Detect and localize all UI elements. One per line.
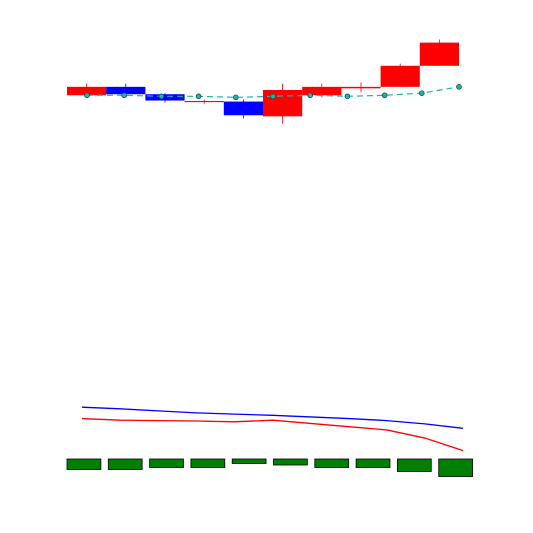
candle-body <box>302 86 342 96</box>
green-bar <box>231 458 267 464</box>
moving-average-point <box>344 93 351 100</box>
green-bar <box>107 458 143 470</box>
candle-body <box>419 42 459 66</box>
moving-average-point <box>195 93 202 100</box>
moving-average-point <box>84 92 90 99</box>
green-bar <box>273 458 308 466</box>
green-bar <box>355 458 391 468</box>
moving-average-point <box>418 90 425 96</box>
moving-average-point <box>381 92 388 99</box>
green-bar <box>396 458 432 472</box>
moving-average-point <box>121 92 127 99</box>
candle-body <box>380 65 420 87</box>
line-series-red <box>81 417 464 452</box>
moving-average-point <box>158 93 165 100</box>
green-bar <box>149 458 184 468</box>
moving-average-point <box>456 84 462 90</box>
candle-body <box>341 86 381 89</box>
candle-body <box>106 86 146 95</box>
moving-average-line <box>87 86 460 98</box>
candle-body <box>67 86 107 96</box>
green-bar <box>66 458 102 470</box>
moving-average-point <box>270 93 276 100</box>
green-bar <box>314 458 350 468</box>
candle-body <box>145 94 185 101</box>
candle-body <box>223 101 263 116</box>
moving-average-point <box>233 94 239 101</box>
green-bar <box>438 458 473 477</box>
candle-body <box>263 90 303 117</box>
green-bar <box>190 458 226 468</box>
moving-average-point <box>307 92 314 99</box>
line-series-blue <box>81 406 464 429</box>
